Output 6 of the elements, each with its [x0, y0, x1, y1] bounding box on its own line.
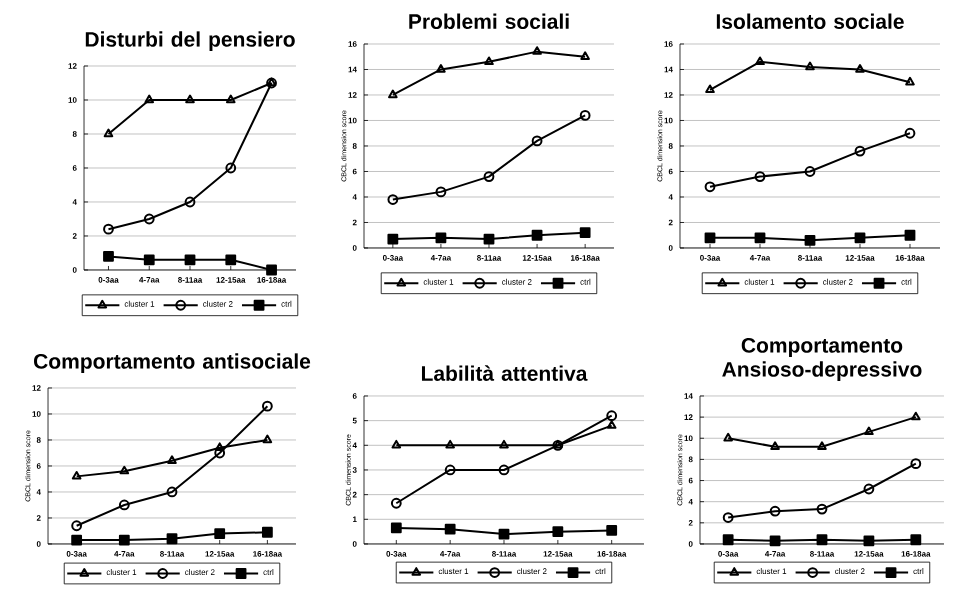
chart-title: Comportamento Ansioso-depressivo — [722, 337, 922, 381]
chart-title: Disturbi del pensiero — [85, 31, 295, 51]
chart-title: Problemi sociali — [409, 13, 569, 29]
chart-title: Labilità attentiva — [421, 365, 588, 381]
chart-title: Isolamento sociale — [716, 13, 904, 29]
chart-title: Comportamento antisociale — [34, 353, 311, 373]
